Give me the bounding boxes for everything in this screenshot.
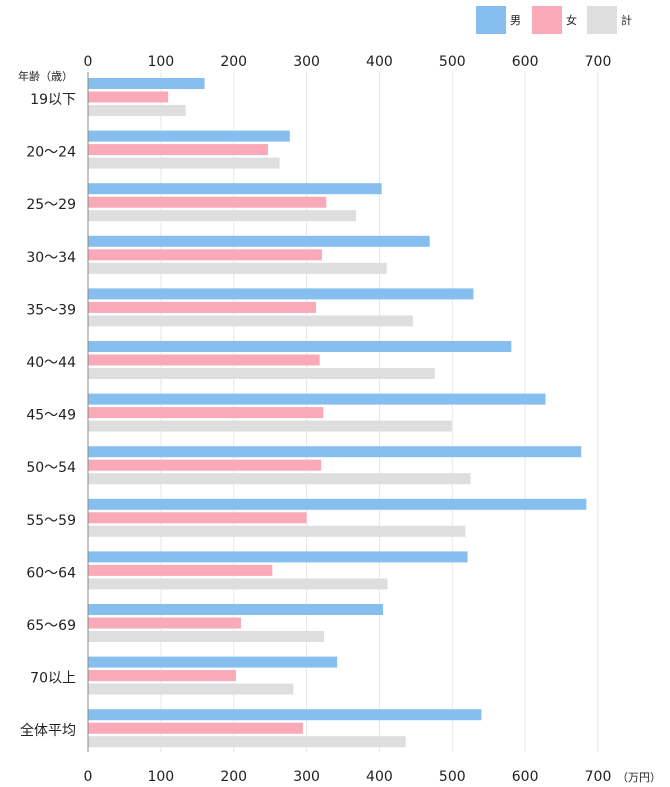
bar-女-4 (88, 301, 317, 313)
bar-計-8 (88, 525, 466, 537)
category-label: 50〜54 (26, 460, 76, 476)
bar-計-1 (88, 157, 280, 169)
x-tick-label-top: 300 (293, 54, 320, 70)
bar-計-3 (88, 262, 387, 274)
bar-女-5 (88, 354, 320, 366)
x-tick-label-bottom: 400 (366, 769, 393, 785)
bar-男-8 (88, 498, 587, 510)
bar-男-0 (88, 78, 205, 89)
bar-女-10 (88, 617, 241, 629)
bar-男-6 (88, 393, 546, 405)
x-tick-label-top: 100 (147, 54, 174, 70)
bar-女-7 (88, 459, 322, 471)
x-tick-label-bottom: 600 (512, 769, 539, 785)
category-label: 70以上 (30, 671, 76, 687)
legend-swatch-女 (532, 6, 562, 34)
bar-計-5 (88, 368, 435, 379)
bar-男-12 (88, 709, 482, 721)
bar-女-3 (88, 249, 322, 261)
bar-計-10 (88, 631, 325, 642)
category-label: 40〜44 (26, 355, 76, 371)
category-label: 20〜24 (26, 145, 76, 161)
bar-女-8 (88, 512, 307, 524)
x-tick-label-bottom: 300 (293, 769, 320, 785)
x-axis-unit: （万円） (617, 771, 661, 784)
x-tick-label-bottom: 100 (147, 769, 174, 785)
y-axis-title: 年齢（歳） (18, 69, 73, 83)
category-labels: 19以下 20〜24 25〜29 30〜34 35〜39 40〜44 45〜49 50〜54 5… (20, 92, 76, 739)
bar-女-11 (88, 670, 236, 682)
category-label: 55〜59 (26, 513, 76, 529)
top-tick-labels: 0 100 200 300 400 500 600 700 (84, 54, 612, 70)
bar-女-2 (88, 196, 327, 208)
bar-計-12 (88, 736, 406, 748)
category-label: 30〜34 (26, 250, 76, 266)
legend-label-計: 計 (621, 13, 632, 27)
x-tick-label-bottom: 200 (220, 769, 247, 785)
bar-計-0 (88, 105, 186, 116)
x-tick-label-bottom: 0 (84, 769, 93, 785)
bar-男-7 (88, 446, 582, 458)
bottom-tick-labels: 0 100 200 300 400 500 600 700 (84, 769, 612, 785)
x-tick-label-bottom: 500 (439, 769, 466, 785)
bar-計-7 (88, 473, 471, 485)
category-label: 35〜39 (26, 302, 76, 318)
bars (88, 78, 587, 748)
bar-男-5 (88, 341, 512, 352)
x-tick-label-top: 600 (512, 54, 539, 70)
x-tick-label-top: 500 (439, 54, 466, 70)
legend-swatch-計 (587, 6, 617, 34)
category-label: 60〜64 (26, 565, 76, 581)
legend-swatch-男 (476, 6, 506, 34)
bar-計-2 (88, 210, 357, 222)
bar-男-3 (88, 235, 430, 247)
bar-男-10 (88, 604, 384, 615)
bar-男-1 (88, 130, 290, 142)
bar-計-11 (88, 683, 294, 695)
bar-計-6 (88, 420, 452, 432)
bar-女-6 (88, 407, 324, 419)
bar-男-11 (88, 656, 338, 668)
bar-男-2 (88, 183, 382, 195)
category-label: 19以下 (30, 92, 76, 108)
category-label: 25〜29 (26, 197, 76, 213)
x-tick-label-bottom: 700 (585, 769, 612, 785)
x-tick-label-top: 0 (84, 54, 93, 70)
category-label: 全体平均 (20, 722, 76, 739)
bar-計-4 (88, 315, 413, 327)
bar-女-12 (88, 722, 303, 734)
bar-女-0 (88, 91, 169, 103)
category-label: 65〜69 (26, 618, 76, 634)
x-tick-label-top: 700 (585, 54, 612, 70)
x-tick-label-top: 200 (220, 54, 247, 70)
legend-label-男: 男 (510, 14, 521, 27)
legend-label-女: 女 (566, 13, 577, 27)
bar-男-9 (88, 551, 468, 563)
x-tick-label-top: 400 (366, 54, 393, 70)
bar-女-9 (88, 564, 273, 576)
bar-男-4 (88, 288, 474, 300)
category-label: 45〜49 (26, 408, 76, 424)
bar-計-9 (88, 578, 388, 590)
legend: 男女計 (476, 6, 632, 34)
bar-女-1 (88, 144, 268, 156)
